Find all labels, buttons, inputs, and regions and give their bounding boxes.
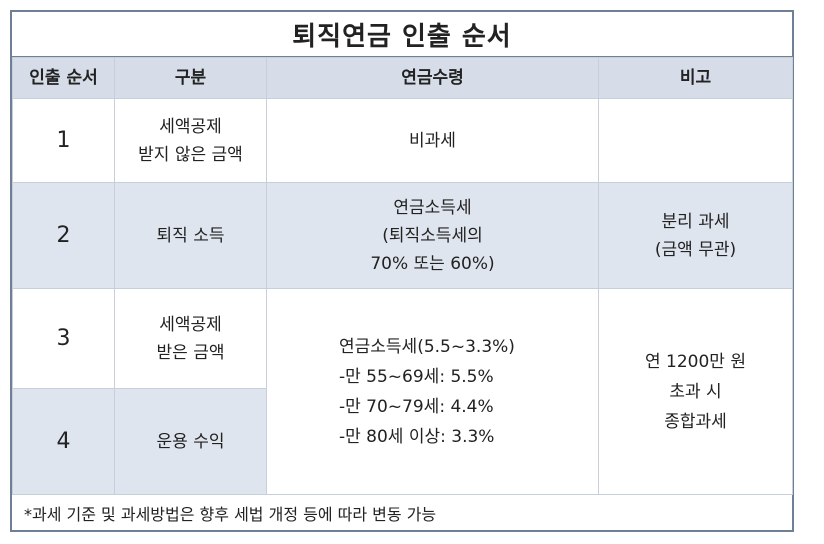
order-cell: 3 — [12, 288, 115, 389]
note-line: 종합과세 — [664, 411, 727, 432]
table-row: 1 세액공제 받지 않은 금액 비과세 — [12, 98, 793, 183]
receipt-line: (퇴직소득세의 — [382, 225, 483, 246]
category-line: 세액공제 — [159, 314, 222, 335]
receipt-line: -만 55~69세: 5.5% — [339, 366, 494, 387]
category-cell: 세액공제 받은 금액 — [114, 288, 267, 389]
receipt-cell: 비과세 — [266, 98, 599, 183]
receipt-line: 비과세 — [409, 130, 456, 151]
receipt-line: -만 70~79세: 4.4% — [339, 396, 494, 417]
merged-note-cell: 연 1200만 원 초과 시 종합과세 — [598, 288, 793, 495]
table-frame: 퇴직연금 인출 순서 인출 순서 구분 연금수령 비고 1 세액공제 받지 않은… — [10, 10, 794, 532]
order-cell: 1 — [12, 98, 115, 183]
order-cell: 4 — [12, 388, 115, 495]
category-line: 세액공제 — [159, 116, 222, 137]
table-title: 퇴직연금 인출 순서 — [12, 12, 792, 58]
receipt-line: 70% 또는 60%) — [370, 253, 495, 274]
receipt-line: 연금소득세(5.5~3.3%) — [339, 336, 515, 357]
footnote: *과세 기준 및 과세방법은 향후 세법 개정 등에 따라 변동 가능 — [12, 494, 792, 530]
table-row: 4 운용 수익 — [12, 388, 793, 495]
order-cell: 2 — [12, 182, 115, 289]
merged-receipt-cell: 연금소득세(5.5~3.3%) -만 55~69세: 5.5% -만 70~79… — [266, 288, 599, 495]
note-cell — [598, 98, 793, 183]
header-row: 인출 순서 구분 연금수령 비고 — [12, 57, 793, 99]
table-row: 3 세액공제 받은 금액 연금소득세(5.5~3.3%) -만 55~69세: … — [12, 288, 793, 495]
table-row: 2 퇴직 소득 연금소득세 (퇴직소득세의 70% 또는 60%) 분리 과세 … — [12, 182, 793, 289]
category-cell: 운용 수익 — [114, 388, 267, 495]
category-cell: 퇴직 소득 — [114, 182, 267, 289]
category-line: 받지 않은 금액 — [138, 144, 243, 165]
receipt-line: 연금소득세 — [393, 197, 472, 218]
receipt-cell: 연금소득세 (퇴직소득세의 70% 또는 60%) — [266, 182, 599, 289]
note-line: (금액 무관) — [654, 239, 737, 260]
header-order: 인출 순서 — [12, 57, 115, 99]
note-line: 초과 시 — [669, 381, 722, 402]
category-line: 받은 금액 — [156, 342, 225, 363]
header-receipt: 연금수령 — [266, 57, 599, 99]
receipt-line: -만 80세 이상: 3.3% — [339, 426, 495, 447]
note-cell: 분리 과세 (금액 무관) — [598, 182, 793, 289]
header-category: 구분 — [114, 57, 267, 99]
withdrawal-order-table: 인출 순서 구분 연금수령 비고 1 세액공제 받지 않은 금액 비과세 2 퇴… — [12, 57, 793, 495]
note-line: 연 1200만 원 — [645, 351, 746, 372]
category-cell: 세액공제 받지 않은 금액 — [114, 98, 267, 183]
note-line: 분리 과세 — [661, 211, 730, 232]
header-note: 비고 — [598, 57, 793, 99]
